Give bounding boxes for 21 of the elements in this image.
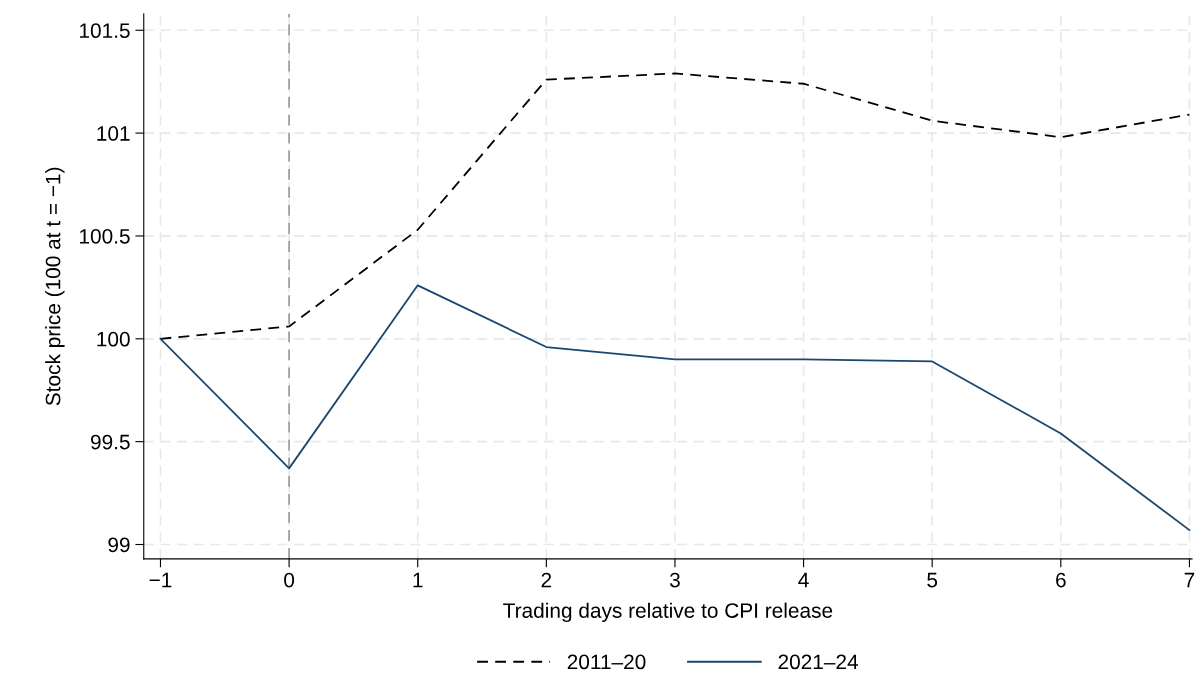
y-tick-label: 100 [97, 331, 130, 347]
x-tick-label: 3 [669, 572, 680, 588]
y-axis-title: Stock price (100 at t = −1) [45, 167, 65, 406]
x-tick-label: 6 [1056, 572, 1066, 588]
x-tick-label: 7 [1184, 572, 1195, 588]
y-tick-label: 101.5 [80, 23, 130, 39]
legend-label: 2011–20 [567, 654, 646, 670]
x-axis-title: Trading days relative to CPI release [503, 602, 833, 623]
y-tick-label: 99.5 [91, 434, 130, 450]
y-tick-label: 99 [108, 537, 130, 553]
x-tick-label: 1 [413, 572, 423, 588]
x-tick-label: −1 [149, 572, 172, 588]
x-tick-label: 5 [927, 572, 938, 588]
line-series [159, 284, 1191, 532]
legend-label: 2021–24 [778, 654, 859, 670]
y-tick-label: 100.5 [80, 228, 130, 244]
line-series [159, 72, 1191, 340]
y-tick-label: 101 [97, 126, 130, 141]
x-tick-label: 2 [541, 572, 552, 588]
x-tick-label: 4 [798, 572, 809, 588]
x-tick-label: 0 [284, 572, 295, 588]
